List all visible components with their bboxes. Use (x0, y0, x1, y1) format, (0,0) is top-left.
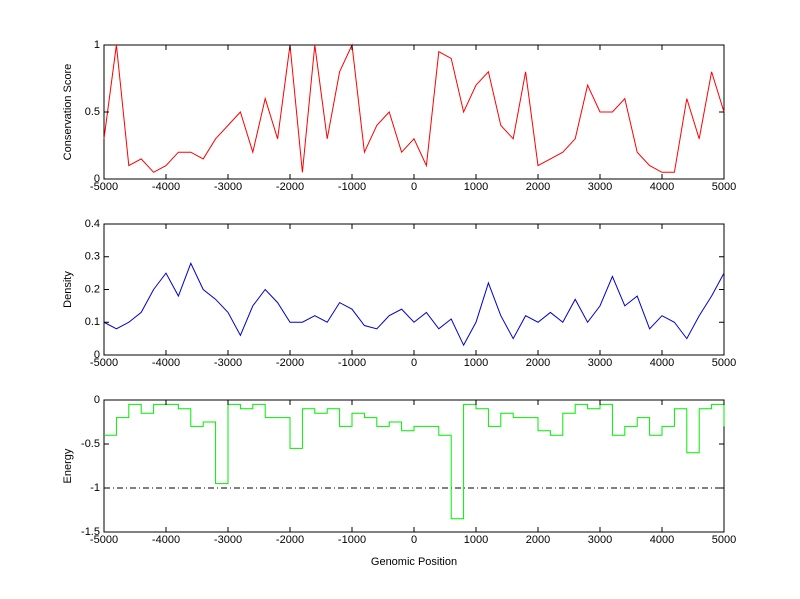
y-tick-label: -1.5 (81, 526, 100, 538)
x-tick-label: 1000 (464, 534, 488, 546)
x-tick-label: 2000 (526, 181, 550, 193)
axes-box (103, 223, 725, 356)
x-tick-label: 0 (411, 357, 417, 369)
x-tick-label: -5000 (90, 357, 118, 369)
x-tick-label: 4000 (650, 534, 674, 546)
x-tick-label: -3000 (214, 357, 242, 369)
y-tick-label: -1 (90, 482, 100, 494)
x-tick-label: 1000 (464, 181, 488, 193)
x-tick-label: -1000 (338, 534, 366, 546)
x-tick-label: 5000 (712, 357, 736, 369)
y-tick-label: 0 (94, 349, 100, 361)
y-tick-label: 0.3 (85, 251, 100, 263)
y-axis-label: Energy (62, 448, 74, 483)
x-tick-label: 1000 (464, 357, 488, 369)
x-tick-label: -3000 (214, 534, 242, 546)
x-tick-label: 3000 (588, 357, 612, 369)
x-tick-label: -4000 (152, 357, 180, 369)
x-axis-label: Genomic Position (371, 556, 457, 568)
x-tick-label: -3000 (214, 181, 242, 193)
x-tick-label: -1000 (338, 181, 366, 193)
data-line (104, 403, 725, 520)
y-tick-label: -0.5 (81, 438, 100, 450)
x-tick-label: 2000 (526, 534, 550, 546)
axes-box (103, 399, 725, 533)
y-axis-label: Density (62, 271, 74, 308)
x-tick-label: -5000 (90, 181, 118, 193)
x-tick-label: -1000 (338, 357, 366, 369)
x-tick-label: 3000 (588, 181, 612, 193)
x-tick-label: 0 (411, 534, 417, 546)
data-line (103, 43, 725, 173)
x-tick-label: -4000 (152, 181, 180, 193)
y-tick-label: 0 (94, 173, 100, 185)
x-tick-label: 4000 (650, 181, 674, 193)
x-tick-label: -5000 (90, 534, 118, 546)
y-tick-label: 1 (94, 39, 100, 51)
x-tick-label: 5000 (712, 181, 736, 193)
x-tick-label: -2000 (276, 534, 304, 546)
x-tick-label: -2000 (276, 357, 304, 369)
axes-box (103, 44, 725, 180)
y-tick-label: 0.4 (85, 218, 100, 230)
data-line (103, 262, 725, 347)
x-tick-label: 4000 (650, 357, 674, 369)
x-tick-label: 3000 (588, 534, 612, 546)
x-tick-label: 2000 (526, 357, 550, 369)
y-axis-label: Conservation Score (62, 64, 74, 161)
y-tick-label: 0.2 (85, 283, 100, 295)
x-tick-label: 5000 (712, 534, 736, 546)
x-tick-label: -2000 (276, 181, 304, 193)
y-tick-label: 0 (94, 394, 100, 406)
y-tick-label: 0.5 (85, 106, 100, 118)
x-tick-label: 0 (411, 181, 417, 193)
y-tick-label: 0.1 (85, 316, 100, 328)
x-tick-label: -4000 (152, 534, 180, 546)
